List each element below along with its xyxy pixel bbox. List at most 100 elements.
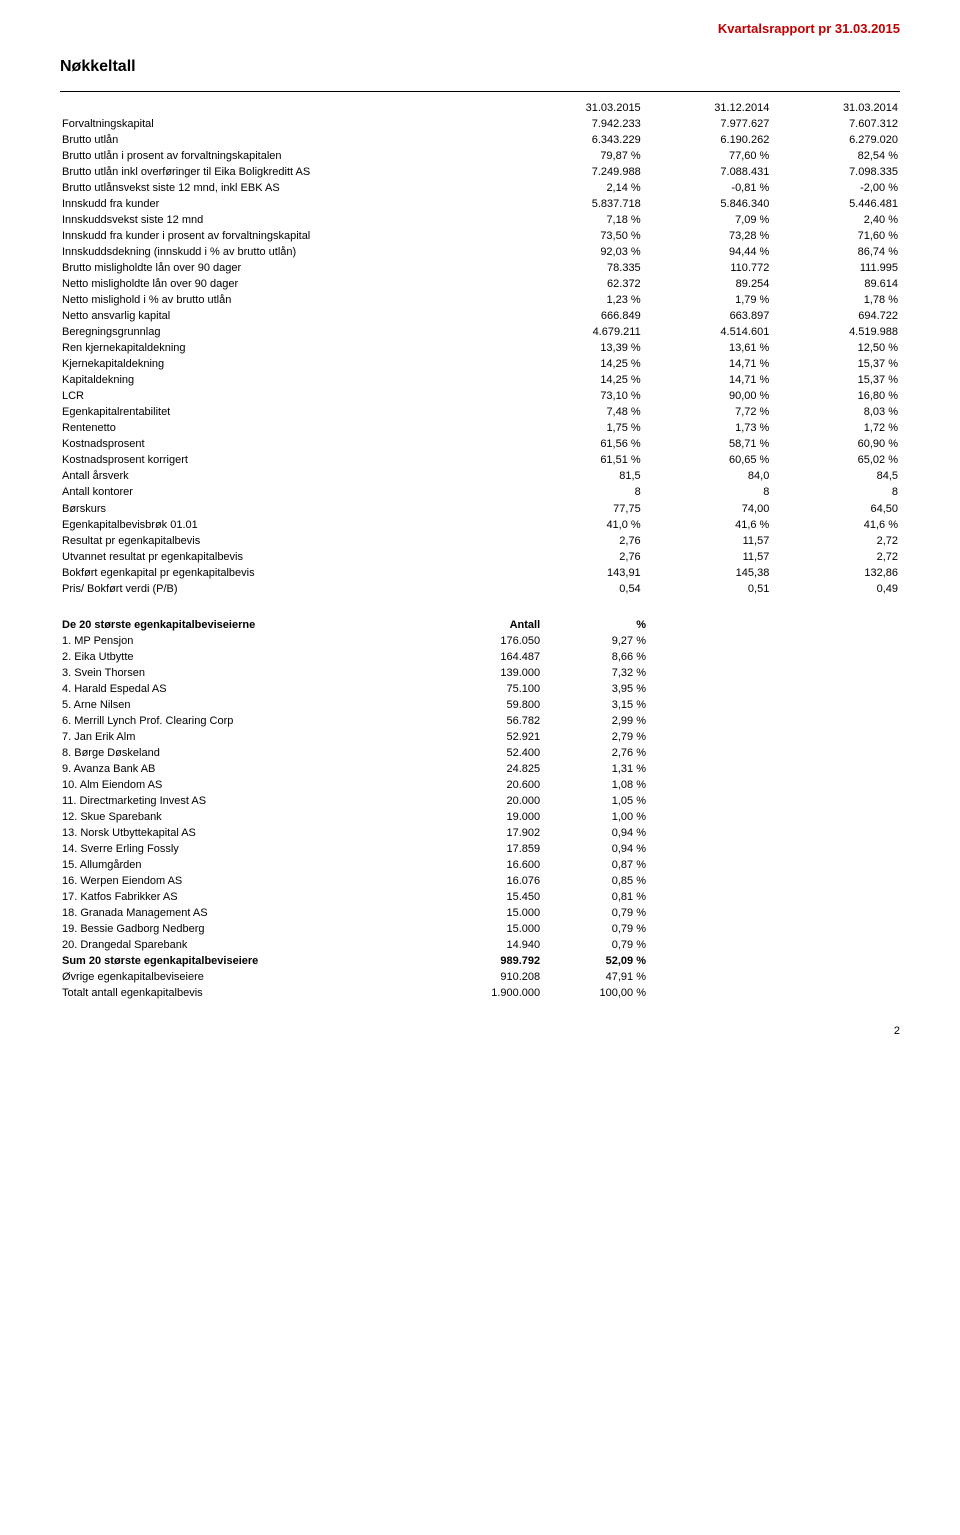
cell-value: 13,61 % [643,341,772,357]
cell-value: 4.519.988 [771,325,900,341]
cell-value: 60,65 % [643,453,772,469]
owner-row: 17. Katfos Fabrikker AS15.4500,81 % [60,890,648,906]
table-row: Innskudd fra kunder i prosent av forvalt… [60,228,900,244]
cell-value: 84,0 [643,469,772,485]
cell-value: 7,48 % [514,405,643,421]
row-label: Kjernekapitaldekning [60,357,514,373]
column-header-blank [60,100,514,116]
cell-value: 1,78 % [771,293,900,309]
table-row: Kjernekapitaldekning14,25 %14,71 %15,37 … [60,357,900,373]
divider [60,91,900,92]
cell-value: 1,72 % [771,421,900,437]
cell-value: 90,00 % [643,389,772,405]
cell-value: 41,6 % [643,517,772,533]
row-label: Kapitaldekning [60,373,514,389]
cell-value: 694.722 [771,309,900,325]
owner-summary-percent: 47,91 % [542,970,648,986]
cell-value: 7,72 % [643,405,772,421]
table-row: Kostnadsprosent61,56 %58,71 %60,90 % [60,437,900,453]
cell-value: 1,73 % [643,421,772,437]
cell-value: 7.088.431 [643,164,772,180]
cell-value: 41,6 % [771,517,900,533]
owner-row: 4. Harald Espedal AS75.1003,95 % [60,681,648,697]
owner-label: 14. Sverre Erling Fossly [60,842,425,858]
owner-percent: 7,32 % [542,665,648,681]
owner-percent: 2,76 % [542,745,648,761]
cell-value: 6.190.262 [643,132,772,148]
row-label: Brutto misligholdte lån over 90 dager [60,260,514,276]
row-label: Børskurs [60,501,514,517]
cell-value: 14,25 % [514,373,643,389]
row-label: Forvaltningskapital [60,116,514,132]
owner-row: 8. Børge Døskeland52.4002,76 % [60,745,648,761]
owner-row: 3. Svein Thorsen139.0007,32 % [60,665,648,681]
table-row: Brutto utlån i prosent av forvaltningska… [60,148,900,164]
cell-value: 8 [643,485,772,501]
cell-value: 84,5 [771,469,900,485]
owner-percent: 1,08 % [542,777,648,793]
column-header: 31.03.2014 [771,100,900,116]
table-row: Utvannet resultat pr egenkapitalbevis2,7… [60,549,900,565]
row-label: Resultat pr egenkapitalbevis [60,533,514,549]
cell-value: -0,81 % [643,180,772,196]
owner-percent: 0,81 % [542,890,648,906]
key-figures-table: 31.03.2015 31.12.2014 31.03.2014 Forvalt… [60,100,900,597]
owner-label: 18. Granada Management AS [60,906,425,922]
page-number: 2 [60,1024,900,1039]
cell-value: 15,37 % [771,373,900,389]
owner-amount: 20.000 [425,793,543,809]
owner-summary-row: Sum 20 største egenkapitalbeviseiere989.… [60,954,648,970]
owner-percent: 0,85 % [542,874,648,890]
owner-label: 4. Harald Espedal AS [60,681,425,697]
owner-percent: 3,15 % [542,697,648,713]
row-label: Bokført egenkapital pr egenkapitalbevis [60,565,514,581]
owner-label: 1. MP Pensjon [60,633,425,649]
owner-summary-row: Øvrige egenkapitalbeviseiere910.20847,91… [60,970,648,986]
owner-label: 5. Arne Nilsen [60,697,425,713]
owner-label: 20. Drangedal Sparebank [60,938,425,954]
row-label: Innskudd fra kunder [60,196,514,212]
owner-label: 11. Directmarketing Invest AS [60,793,425,809]
owner-row: 15. Allumgården16.6000,87 % [60,858,648,874]
owner-label: 15. Allumgården [60,858,425,874]
table-row: Forvaltningskapital7.942.2337.977.6277.6… [60,116,900,132]
cell-value: 61,56 % [514,437,643,453]
owner-label: 17. Katfos Fabrikker AS [60,890,425,906]
cell-value: 7,18 % [514,212,643,228]
cell-value: 8,03 % [771,405,900,421]
owner-label: 6. Merrill Lynch Prof. Clearing Corp [60,713,425,729]
row-label: LCR [60,389,514,405]
cell-value: 94,44 % [643,244,772,260]
table-row: Kostnadsprosent korrigert61,51 %60,65 %6… [60,453,900,469]
cell-value: -2,00 % [771,180,900,196]
cell-value: 65,02 % [771,453,900,469]
owner-amount: 15.450 [425,890,543,906]
owner-percent: 2,99 % [542,713,648,729]
owners-title: De 20 største egenkapitalbeviseierne [60,617,425,633]
owners-column-header: Antall [425,617,543,633]
owner-label: 8. Børge Døskeland [60,745,425,761]
table-row: Beregningsgrunnlag4.679.2114.514.6014.51… [60,325,900,341]
table-row: Resultat pr egenkapitalbevis2,7611,572,7… [60,533,900,549]
table-row: Antall årsverk81,584,084,5 [60,469,900,485]
owner-amount: 16.600 [425,858,543,874]
cell-value: 73,10 % [514,389,643,405]
cell-value: 1,75 % [514,421,643,437]
table-row: Bokført egenkapital pr egenkapitalbevis1… [60,565,900,581]
owner-label: 2. Eika Utbytte [60,649,425,665]
cell-value: 0,51 [643,581,772,597]
cell-value: 1,79 % [643,293,772,309]
cell-value: 74,00 [643,501,772,517]
owner-amount: 176.050 [425,633,543,649]
cell-value: 60,90 % [771,437,900,453]
owner-percent: 0,79 % [542,922,648,938]
owner-row: 6. Merrill Lynch Prof. Clearing Corp56.7… [60,713,648,729]
cell-value: 5.846.340 [643,196,772,212]
cell-value: 143,91 [514,565,643,581]
cell-value: 663.897 [643,309,772,325]
cell-value: 15,37 % [771,357,900,373]
cell-value: 92,03 % [514,244,643,260]
row-label: Antall årsverk [60,469,514,485]
owner-amount: 24.825 [425,761,543,777]
owner-percent: 9,27 % [542,633,648,649]
